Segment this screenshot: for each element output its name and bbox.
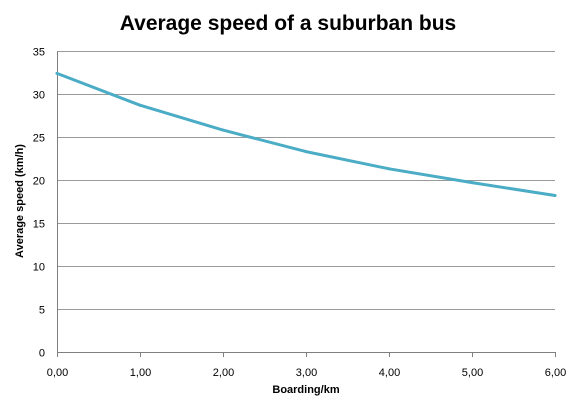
x-tick-label: 4,00 <box>379 367 400 379</box>
y-tick-label: 30 <box>33 90 45 102</box>
data-point <box>387 167 391 171</box>
y-tick-label: 5 <box>39 305 45 317</box>
y-tick-label: 0 <box>39 348 45 360</box>
axes <box>57 51 556 357</box>
data-point <box>553 194 557 197</box>
x-tick-label: 2,00 <box>213 367 234 379</box>
y-tick-label: 35 <box>33 47 45 59</box>
x-tick-labels: 0,00 1,00 2,00 3,00 4,00 5,00 6,00 <box>47 367 566 379</box>
x-tick-label: 5,00 <box>462 367 483 379</box>
data-point <box>138 103 142 107</box>
y-tick-label: 15 <box>33 219 45 231</box>
y-axis-title: Average speed (km/h) <box>14 144 26 258</box>
x-tick-label: 0,00 <box>47 367 68 379</box>
series-line <box>55 71 557 197</box>
x-axis-title: Boarding/km <box>272 384 339 396</box>
gridlines <box>57 51 555 310</box>
x-tick-label: 6,00 <box>545 367 566 379</box>
data-point <box>221 128 225 132</box>
chart-title: Average speed of a suburban bus <box>120 12 456 35</box>
series-layer <box>55 71 557 197</box>
data-point <box>304 150 308 154</box>
data-point <box>55 71 59 75</box>
y-tick-label: 25 <box>33 133 45 145</box>
y-tick-labels: 0 5 10 15 20 25 30 35 <box>33 47 45 360</box>
x-tick-label: 3,00 <box>296 367 317 379</box>
y-tick-label: 10 <box>33 262 45 274</box>
x-tick-label: 1,00 <box>130 367 151 379</box>
data-point <box>470 181 474 185</box>
y-tick-label: 20 <box>33 176 45 188</box>
